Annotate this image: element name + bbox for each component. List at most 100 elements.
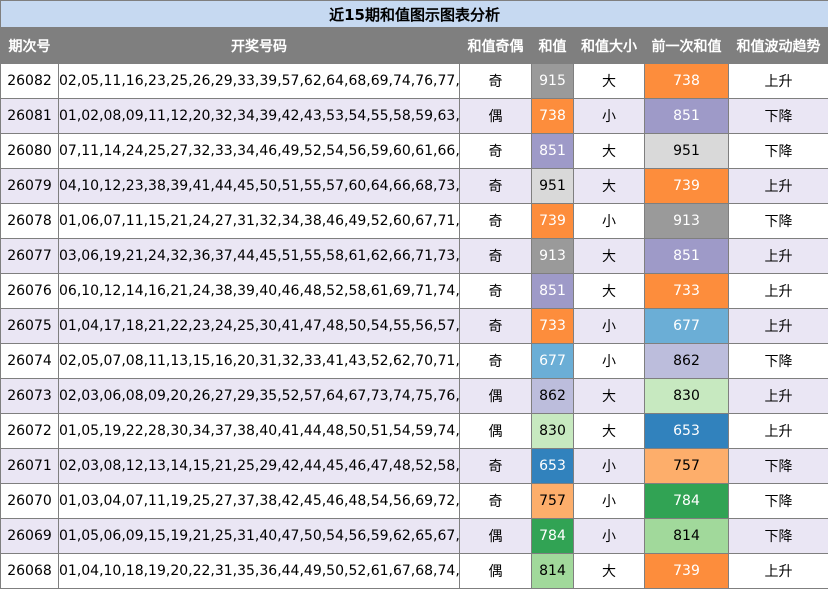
size-cell: 小 <box>574 449 645 484</box>
size-cell: 大 <box>574 274 645 309</box>
parity-cell: 奇 <box>460 64 532 99</box>
issue-cell: 26070 <box>1 484 59 519</box>
trend-cell: 上升 <box>729 274 828 309</box>
parity-cell: 偶 <box>460 99 532 134</box>
parity-cell: 偶 <box>460 519 532 554</box>
prev-sum-cell: 757 <box>645 449 729 484</box>
trend-cell: 上升 <box>729 64 828 99</box>
issue-cell: 26079 <box>1 169 59 204</box>
trend-cell: 下降 <box>729 344 828 379</box>
parity-cell: 奇 <box>460 344 532 379</box>
numbers-cell: 02,05,11,16,23,25,26,29,33,39,57,62,64,6… <box>59 64 460 99</box>
numbers-cell: 02,03,06,08,09,20,26,27,29,35,52,57,64,6… <box>59 379 460 414</box>
numbers-cell: 06,10,12,14,16,21,24,38,39,40,46,48,52,5… <box>59 274 460 309</box>
trend-cell: 下降 <box>729 134 828 169</box>
issue-cell: 26074 <box>1 344 59 379</box>
trend-cell: 上升 <box>729 379 828 414</box>
prev-sum-cell: 653 <box>645 414 729 449</box>
parity-cell: 奇 <box>460 449 532 484</box>
prev-sum-cell: 851 <box>645 99 729 134</box>
trend-cell: 下降 <box>729 449 828 484</box>
numbers-cell: 07,11,14,24,25,27,32,33,34,46,49,52,54,5… <box>59 134 460 169</box>
numbers-cell: 01,04,17,18,21,22,23,24,25,30,41,47,48,5… <box>59 309 460 344</box>
prev-sum-cell: 739 <box>645 554 729 589</box>
prev-sum-cell: 733 <box>645 274 729 309</box>
prev-sum-cell: 913 <box>645 204 729 239</box>
prev-sum-cell: 739 <box>645 169 729 204</box>
numbers-cell: 04,10,12,23,38,39,41,44,45,50,51,55,57,6… <box>59 169 460 204</box>
trend-cell: 上升 <box>729 239 828 274</box>
numbers-cell: 01,05,19,22,28,30,34,37,38,40,41,44,48,5… <box>59 414 460 449</box>
sum-cell: 862 <box>532 379 574 414</box>
parity-cell: 偶 <box>460 414 532 449</box>
sum-cell: 677 <box>532 344 574 379</box>
size-cell: 大 <box>574 169 645 204</box>
issue-cell: 26082 <box>1 64 59 99</box>
header-size: 和值大小 <box>574 28 645 64</box>
size-cell: 大 <box>574 379 645 414</box>
numbers-cell: 01,05,06,09,15,19,21,25,31,40,47,50,54,5… <box>59 519 460 554</box>
sum-cell: 951 <box>532 169 574 204</box>
prev-sum-cell: 830 <box>645 379 729 414</box>
sum-cell: 733 <box>532 309 574 344</box>
issue-cell: 26077 <box>1 239 59 274</box>
parity-cell: 奇 <box>460 239 532 274</box>
issue-cell: 26069 <box>1 519 59 554</box>
issue-cell: 26068 <box>1 554 59 589</box>
sum-cell: 915 <box>532 64 574 99</box>
size-cell: 小 <box>574 484 645 519</box>
issue-cell: 26072 <box>1 414 59 449</box>
parity-cell: 奇 <box>460 309 532 344</box>
trend-cell: 下降 <box>729 519 828 554</box>
trend-cell: 下降 <box>729 99 828 134</box>
header-sum: 和值 <box>532 28 574 64</box>
size-cell: 小 <box>574 519 645 554</box>
parity-cell: 奇 <box>460 204 532 239</box>
header-parity: 和值奇偶 <box>460 28 532 64</box>
numbers-cell: 01,06,07,11,15,21,24,27,31,32,34,38,46,4… <box>59 204 460 239</box>
issue-cell: 26080 <box>1 134 59 169</box>
numbers-cell: 03,06,19,21,24,32,36,37,44,45,51,55,58,6… <box>59 239 460 274</box>
parity-cell: 偶 <box>460 379 532 414</box>
issue-cell: 26071 <box>1 449 59 484</box>
prev-sum-cell: 851 <box>645 239 729 274</box>
sum-cell: 739 <box>532 204 574 239</box>
issue-cell: 26075 <box>1 309 59 344</box>
size-cell: 小 <box>574 344 645 379</box>
header-trend: 和值波动趋势 <box>729 28 828 64</box>
size-cell: 小 <box>574 204 645 239</box>
issue-cell: 26073 <box>1 379 59 414</box>
numbers-cell: 01,03,04,07,11,19,25,27,37,38,42,45,46,4… <box>59 484 460 519</box>
prev-sum-cell: 862 <box>645 344 729 379</box>
parity-cell: 奇 <box>460 134 532 169</box>
prev-sum-cell: 951 <box>645 134 729 169</box>
size-cell: 大 <box>574 554 645 589</box>
numbers-cell: 02,03,08,12,13,14,15,21,25,29,42,44,45,4… <box>59 449 460 484</box>
parity-cell: 奇 <box>460 169 532 204</box>
header-numbers: 开奖号码 <box>59 28 460 64</box>
trend-cell: 下降 <box>729 204 828 239</box>
sum-cell: 851 <box>532 274 574 309</box>
issue-cell: 26076 <box>1 274 59 309</box>
sum-cell: 738 <box>532 99 574 134</box>
sum-cell: 851 <box>532 134 574 169</box>
prev-sum-cell: 738 <box>645 64 729 99</box>
size-cell: 大 <box>574 414 645 449</box>
numbers-cell: 01,04,10,18,19,20,22,31,35,36,44,49,50,5… <box>59 554 460 589</box>
numbers-cell: 01,02,08,09,11,12,20,32,34,39,42,43,53,5… <box>59 99 460 134</box>
size-cell: 大 <box>574 239 645 274</box>
prev-sum-cell: 677 <box>645 309 729 344</box>
